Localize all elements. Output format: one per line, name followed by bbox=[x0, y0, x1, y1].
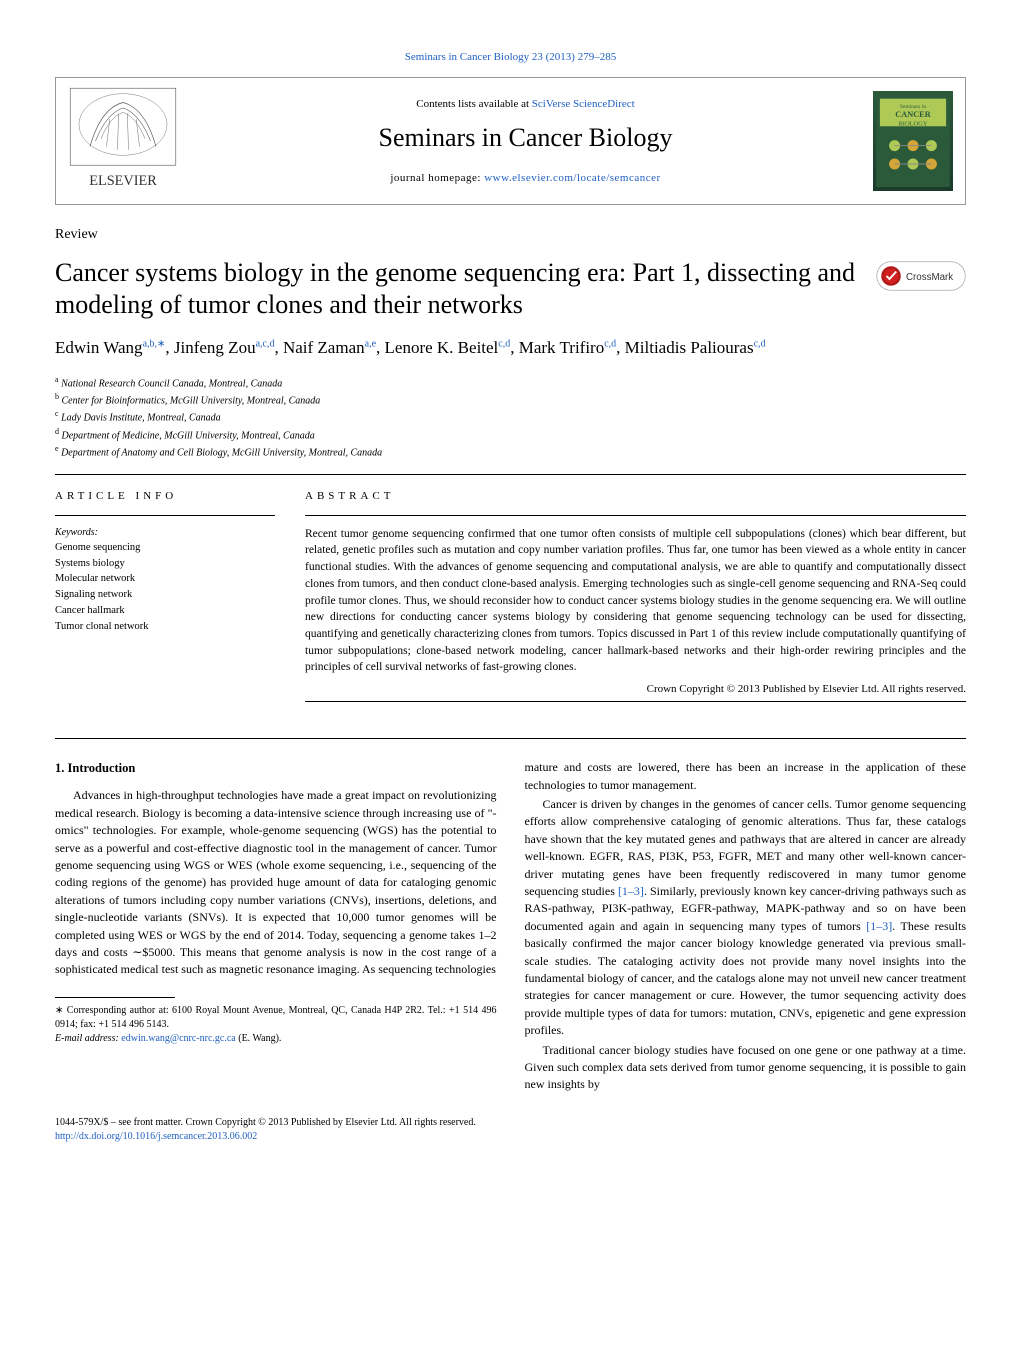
svg-text:CrossMark: CrossMark bbox=[906, 272, 953, 283]
contents-line: Contents lists available at SciVerse Sci… bbox=[178, 97, 873, 112]
keywords-list: Genome sequencingSystems biologyMolecula… bbox=[55, 540, 275, 635]
crossmark-badge[interactable]: CrossMark bbox=[876, 261, 966, 296]
author-affil-sup: c,d bbox=[754, 338, 766, 349]
paragraph: Traditional cancer biology studies have … bbox=[525, 1042, 967, 1094]
section-rule bbox=[55, 738, 966, 739]
svg-text:Seminars in: Seminars in bbox=[900, 104, 926, 110]
abstract-copyright: Crown Copyright © 2013 Published by Else… bbox=[305, 682, 966, 697]
author-affil-sup: c,d bbox=[604, 338, 616, 349]
author: Edwin Wanga,b,∗ bbox=[55, 338, 165, 357]
journal-header: ELSEVIER Contents lists available at Sci… bbox=[55, 77, 966, 205]
ref-link[interactable]: [1–3] bbox=[866, 919, 892, 933]
affiliation: b Center for Bioinformatics, McGill Univ… bbox=[55, 391, 966, 408]
footer-meta: 1044-579X/$ – see front matter. Crown Co… bbox=[55, 1116, 966, 1144]
author-affil-sup: a,b,∗ bbox=[143, 338, 166, 349]
svg-text:CANCER: CANCER bbox=[895, 110, 931, 119]
paragraph: Cancer is driven by changes in the genom… bbox=[525, 796, 967, 1039]
keyword: Cancer hallmark bbox=[55, 603, 275, 619]
abstract-heading: ABSTRACT bbox=[305, 489, 966, 504]
svg-text:BIOLOGY: BIOLOGY bbox=[899, 121, 928, 128]
homepage-line: journal homepage: www.elsevier.com/locat… bbox=[178, 171, 873, 186]
svg-text:ELSEVIER: ELSEVIER bbox=[89, 173, 157, 189]
email-link[interactable]: edwin.wang@cnrc-nrc.gc.ca bbox=[121, 1033, 235, 1044]
affiliation: a National Research Council Canada, Mont… bbox=[55, 374, 966, 391]
author: Lenore K. Beitelc,d bbox=[385, 338, 511, 357]
section-heading: 1. Introduction bbox=[55, 759, 497, 777]
abstract-text: Recent tumor genome sequencing confirmed… bbox=[305, 526, 966, 676]
homepage-link[interactable]: www.elsevier.com/locate/semcancer bbox=[484, 172, 660, 184]
author-affil-sup: a,e bbox=[365, 338, 376, 349]
paragraph: Advances in high-throughput technologies… bbox=[55, 787, 497, 978]
author: Naif Zamana,e bbox=[283, 338, 376, 357]
journal-cover-icon: Seminars in CANCER BIOLOGY bbox=[873, 91, 953, 191]
keyword: Signaling network bbox=[55, 587, 275, 603]
footnote-rule bbox=[55, 997, 175, 998]
keyword: Tumor clonal network bbox=[55, 619, 275, 635]
journal-name: Seminars in Cancer Biology bbox=[178, 120, 873, 156]
author: Jinfeng Zoua,c,d bbox=[174, 338, 275, 357]
keyword: Genome sequencing bbox=[55, 540, 275, 556]
issn-line: 1044-579X/$ – see front matter. Crown Co… bbox=[55, 1116, 966, 1130]
section-rule bbox=[55, 474, 966, 475]
paragraph: mature and costs are lowered, there has … bbox=[525, 759, 967, 794]
ref-link[interactable]: [1–3] bbox=[618, 884, 644, 898]
body-text: 1. Introduction Advances in high-through… bbox=[55, 759, 966, 1095]
keyword: Systems biology bbox=[55, 556, 275, 572]
elsevier-logo: ELSEVIER bbox=[68, 86, 178, 196]
affiliation: c Lady Davis Institute, Montreal, Canada bbox=[55, 408, 966, 425]
abstract-section: ABSTRACT Recent tumor genome sequencing … bbox=[305, 489, 966, 708]
header-citation: Seminars in Cancer Biology 23 (2013) 279… bbox=[55, 50, 966, 65]
author-affil-sup: a,c,d bbox=[256, 338, 275, 349]
sciencedirect-link[interactable]: SciVerse ScienceDirect bbox=[532, 98, 635, 110]
author: Miltiadis Paliourasc,d bbox=[625, 338, 766, 357]
affiliation: d Department of Medicine, McGill Univers… bbox=[55, 426, 966, 443]
corresponding-footnote: ∗ Corresponding author at: 6100 Royal Mo… bbox=[55, 1004, 497, 1046]
article-info-heading: ARTICLE INFO bbox=[55, 489, 275, 504]
article-info: ARTICLE INFO Keywords: Genome sequencing… bbox=[55, 489, 275, 708]
affiliation: e Department of Anatomy and Cell Biology… bbox=[55, 443, 966, 460]
article-title: Cancer systems biology in the genome seq… bbox=[55, 257, 856, 322]
article-type: Review bbox=[55, 225, 966, 245]
affiliations: a National Research Council Canada, Mont… bbox=[55, 374, 966, 461]
author-affil-sup: c,d bbox=[498, 338, 510, 349]
keywords-label: Keywords: bbox=[55, 526, 275, 540]
keyword: Molecular network bbox=[55, 571, 275, 587]
doi-link[interactable]: http://dx.doi.org/10.1016/j.semcancer.20… bbox=[55, 1131, 257, 1142]
author-list: Edwin Wanga,b,∗, Jinfeng Zoua,c,d, Naif … bbox=[55, 336, 966, 360]
author: Mark Trifiroc,d bbox=[519, 338, 616, 357]
